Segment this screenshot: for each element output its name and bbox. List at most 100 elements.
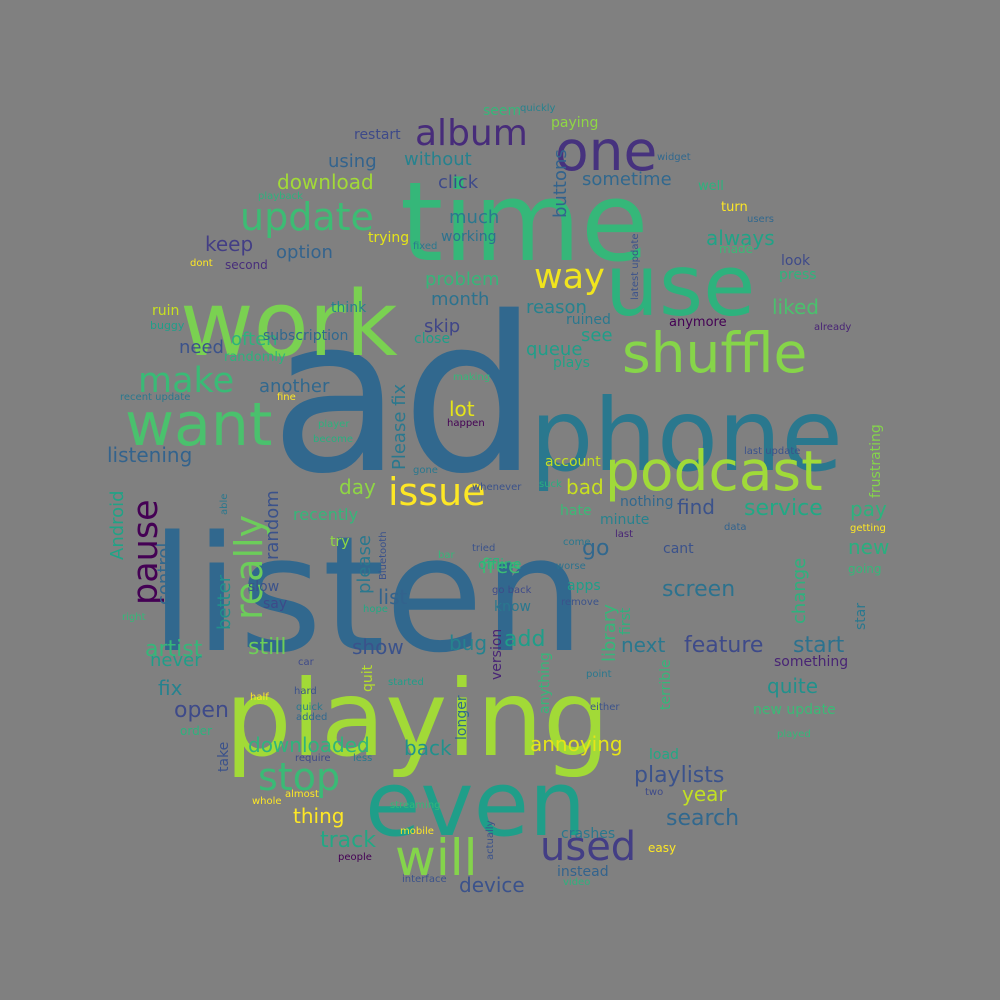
word-new: new [848,535,889,559]
word-listen: listen [150,501,585,688]
word-tried: tried [472,543,495,554]
word-mobile: mobile [400,826,434,837]
word-easy: easy [648,841,676,855]
word-version: version [489,629,505,680]
word-bad: bad [566,475,604,499]
word-right: right [122,612,146,623]
word-skip: skip [424,316,460,337]
word-list: list [378,585,408,609]
word-track: track [320,828,376,853]
word-quick: quick [296,702,323,713]
word-working: working [441,229,497,245]
word-anymore: anymore [669,315,727,330]
word-update: update [240,195,374,239]
word-free: free [481,554,520,578]
word-go: go [582,536,609,561]
word-used: used [540,824,636,870]
word-day: day [339,475,376,499]
word-instead: instead [557,864,609,880]
word-make: make [138,361,234,401]
word-queue: queue [526,339,582,360]
word-gone: gone [413,465,438,476]
word-add: add [504,627,545,652]
word-account: account [545,454,601,470]
word-cant: cant [663,541,694,557]
word-control: control [154,543,175,605]
word-already: already [814,322,851,333]
word-look: look [781,253,811,269]
word-quickly: quickly [520,103,556,114]
word-playlists: playlists [634,763,724,788]
word-ad: ad [270,270,538,521]
word-screen: screen [662,577,735,602]
word-paying: paying [551,115,598,131]
word-going: going [848,562,882,576]
word-almost: almost [285,789,319,800]
word-added: added [296,712,327,723]
word-take: take [216,742,232,772]
word-bluetooth: Bluetooth [378,531,389,580]
word-service: service [744,496,823,521]
word-podcast: podcast [605,439,823,503]
word-started: started [388,677,424,688]
word-press: press [779,267,817,283]
word-star: star [853,603,869,630]
word-way: way [534,257,605,297]
word-getting: getting [850,523,886,534]
word-stop: stop [258,755,340,799]
word-users: users [747,214,774,225]
word-happen: happen [447,418,485,429]
word-say: say [263,596,287,612]
word-widget: widget [657,152,691,163]
word-crashes: crashes [561,826,615,842]
word-load: load [649,747,679,763]
word-something: something [774,654,848,670]
word-device: device [459,873,525,897]
word-always: always [706,226,775,250]
word-will: will [395,829,478,887]
word-artist: artist [145,637,203,662]
word-last-update: last update [744,446,800,457]
word-order: order [180,724,212,738]
word-downloaded: downloaded [248,733,370,757]
word-really: really [227,515,271,620]
word-sometime: sometime [582,169,672,190]
word-anything: anything [537,652,553,714]
word-remove: remove [561,597,599,608]
word-often: often [231,329,278,350]
word-quit: quit [360,664,376,692]
word-album: album [415,113,528,154]
word-quite: quite [767,674,818,698]
word-year: year [682,782,727,806]
word-minute: minute [600,512,649,528]
word-made: made [719,242,753,256]
word-subscription: subscription [263,328,348,344]
word-either: either [590,702,620,713]
word-offline: offline [478,557,521,573]
word-latest-update: latest update [630,233,641,300]
word-car: car [298,657,315,668]
word-randomly: randomly [224,350,286,365]
word-buttons: buttons [550,149,571,218]
word-much: much [449,207,499,228]
word-never: never [150,650,202,671]
word-start: start [793,633,845,658]
word-bar: bar [438,550,455,561]
word-able: able [219,494,230,515]
word-second: second [225,258,268,272]
word-hard: hard [294,686,317,697]
word-shuffle: shuffle [622,321,807,385]
word-close: close [414,331,450,347]
word-turn: turn [721,200,748,215]
word-work: work [180,272,398,377]
word-try: try [330,534,350,550]
word-last: last [615,529,633,540]
word-longer: longer [454,695,470,740]
word-reason: reason [526,297,587,318]
word-video: video [563,877,590,888]
word-fine: fine [277,392,296,403]
word-random: random [262,490,283,560]
word-streaming: streaming [390,800,441,811]
word-listening: listening [107,443,192,467]
